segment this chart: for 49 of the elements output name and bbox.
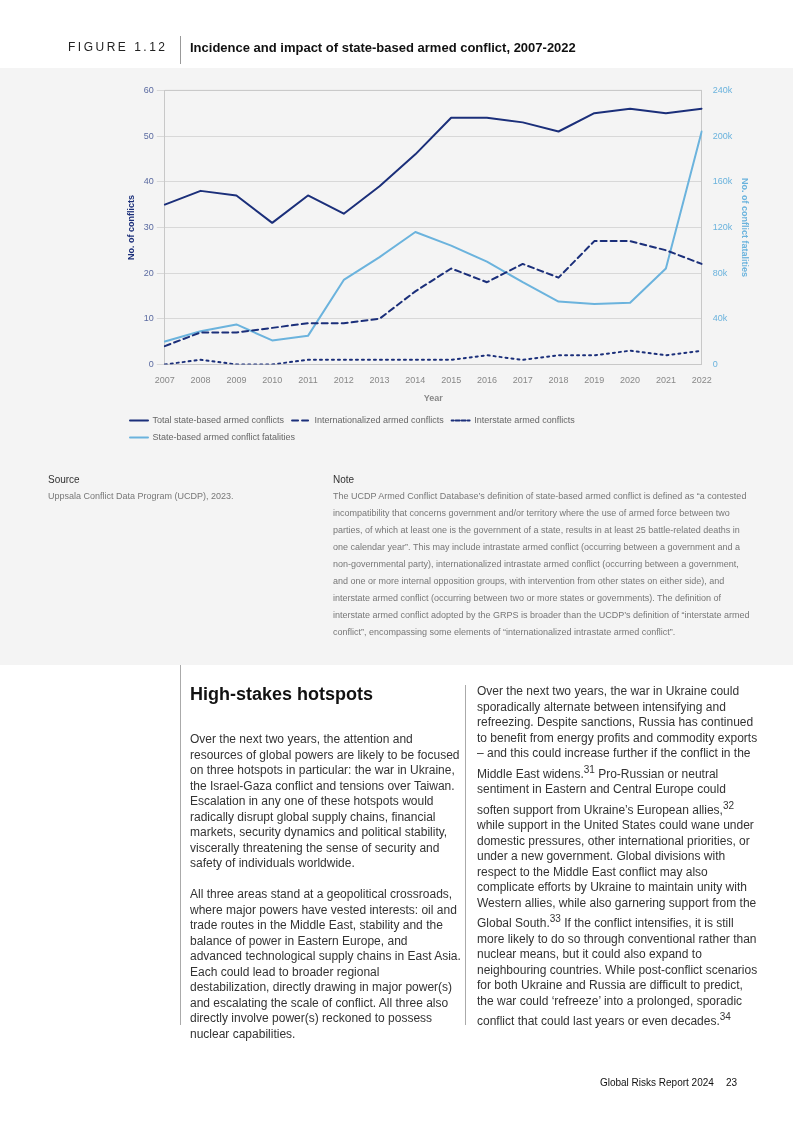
text: 23 xyxy=(725,1077,737,1088)
text: Over the next two years, the war in Ukraine could sporadically alternate between intensifying and refreezing. Despite sanctions, Russia has continued to benefit from energy profits and commodity exports – and this could increase further if the conflict in the Middle East widens.$^{31}$ Pro-Russian or neutral sentiment in Eastern and Central Europe could soften support from Ukraine’s European allies,$^{32}$ while support in the United States could wane under domestic pressures, other international priorities, or under a new government. Global divisions with respect to the Middle East conflict may also complicate efforts by Ukraine to maintain unity with Western allies, while also garnering support from the Global South.$^{33}$ If the conflict intensifies, it is still more likely to do so through conventional rather than nuclear means, but it could also expand to neighbouring countries. While post-conflict scenarios for both Ukraine and Russia are difficult to predict, the war could ‘refreeze’ into a prolonged, sporadic conflict that could last years or even decades.$^{34}$ xyxy=(477,684,758,1028)
x-tick-label: 2022 xyxy=(691,375,712,386)
y-tick-label: 30 xyxy=(143,221,154,232)
chart-subtitle: FIGURE 1.12 xyxy=(68,40,168,54)
y-tick-label: 0 xyxy=(148,358,154,369)
text: Uppsala Conflict Data Program (UCDP), 2023. xyxy=(48,490,235,503)
text: High-stakes hotspots xyxy=(190,684,374,705)
x-tick-label: 2012 xyxy=(333,375,354,386)
y-tick-label: 10 xyxy=(143,313,154,324)
x-tick-label: 2021 xyxy=(655,375,676,386)
text: Global Risks Report 2024 xyxy=(599,1077,714,1088)
text: The UCDP Armed Conflict Database’s definition of state-based armed conflict is defined as “a contested incompatibility that concerns government and/or territory where the use of armed force between two parties, of which at least one is the government of a state, results in at least 25 battle-related deaths in one calendar year”. This may include intrastate armed conflict (occurring between a government and a non-governmental party), internationalized intrastate armed conflict (occurring between a government, and one or more internal opposition groups, with intervention from other states on either side), and interstate armed conflict (occurring between two or more states or governments). The definition of interstate armed conflict adopted by the GRPS is broader than the UCDP’s definition of “interstate armed conflict”, encompassing some elements of “internationalized intrastate armed conflict”. xyxy=(333,491,750,637)
y-tick-label: 40 xyxy=(143,176,154,187)
text: Note xyxy=(333,474,355,485)
x-axis-title: Year xyxy=(423,393,444,404)
x-tick-label: 2015 xyxy=(441,375,462,386)
y-axis-title: No. of conflicts xyxy=(125,194,136,260)
chart-title: Incidence and impact of state-based armed conflict, 2007-2022 xyxy=(190,40,576,55)
legend-label: State-based armed conflict fatalities xyxy=(152,431,296,442)
text: Source xyxy=(48,474,80,485)
y-tick-label: 60 xyxy=(143,84,154,95)
y2-tick-label: 240k xyxy=(712,84,733,95)
x-tick-label: 2010 xyxy=(262,375,283,386)
x-tick-label: 2019 xyxy=(584,375,605,386)
y2-tick-label: 80k xyxy=(712,267,728,278)
y2-tick-label: 200k xyxy=(712,130,733,141)
x-tick-label: 2014 xyxy=(405,375,426,386)
y2-tick-label: 40k xyxy=(712,313,728,324)
x-tick-label: 2011 xyxy=(298,375,318,386)
x-tick-label: 2013 xyxy=(369,375,390,386)
y2-tick-label: 0 xyxy=(712,358,718,369)
x-tick-label: 2017 xyxy=(512,375,533,386)
y2-axis-title: No. of conflict fatalities xyxy=(740,177,751,277)
x-tick-label: 2008 xyxy=(190,375,211,386)
text: All three areas stand at a geopolitical crossroads, where major powers have vested interests: oil and trade routes in the Middle East, stability and the balance of power in Eastern Europe, and advanced technological supply chains in East Asia. Each could lead to broader regional destabilization, directly drawing in major power(s) and escalating the scale of conflict. All three also directly involve power(s) reckoned to possess nuclear capabilities. xyxy=(190,887,461,1041)
x-tick-label: 2016 xyxy=(476,375,497,386)
x-tick-label: 2020 xyxy=(620,375,641,386)
x-tick-label: 2007 xyxy=(154,375,175,386)
y2-tick-label: 160k xyxy=(712,176,733,187)
legend-label: Total state-based armed conflicts xyxy=(152,414,285,425)
x-tick-label: 2018 xyxy=(548,375,569,386)
text: Over the next two years, the attention and resources of global powers are likely to be focused on three hotspots in particular: the war in Ukraine, the Israel-Gaza conflict and tensions over Taiwan. Escalation in any one of these hotspots would radically disrupt global supply chains, financial markets, security dynamics and political stability, viscerally threatening the sense of security and safety of individuals worldwide. xyxy=(190,732,460,870)
y2-tick-label: 120k xyxy=(712,221,733,232)
y-tick-label: 50 xyxy=(143,130,154,141)
y-tick-label: 20 xyxy=(143,267,154,278)
x-tick-label: 2009 xyxy=(226,375,247,386)
legend-label: Interstate armed conflicts xyxy=(474,414,576,425)
legend-label: Internationalized armed conflicts xyxy=(314,414,445,425)
